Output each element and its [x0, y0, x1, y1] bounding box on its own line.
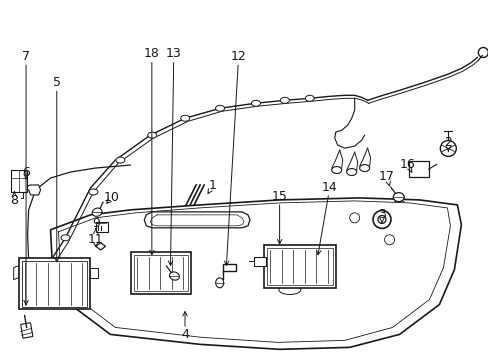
Text: 13: 13 — [165, 47, 182, 60]
Text: 5: 5 — [53, 76, 61, 89]
Circle shape — [439, 140, 455, 156]
Text: 18: 18 — [143, 47, 160, 60]
Ellipse shape — [251, 100, 260, 106]
Bar — [131, 252, 191, 293]
Ellipse shape — [169, 272, 179, 280]
Circle shape — [372, 211, 390, 228]
Ellipse shape — [92, 208, 102, 216]
Bar — [134, 255, 188, 291]
Text: 11: 11 — [88, 233, 103, 246]
Text: 10: 10 — [104, 192, 120, 204]
Ellipse shape — [116, 157, 124, 163]
Ellipse shape — [89, 189, 98, 195]
Ellipse shape — [61, 235, 70, 241]
Bar — [266, 248, 332, 285]
Polygon shape — [22, 185, 41, 195]
Ellipse shape — [147, 132, 157, 138]
Ellipse shape — [305, 95, 314, 101]
Text: 17: 17 — [378, 170, 394, 183]
Text: 7: 7 — [22, 50, 30, 63]
Polygon shape — [14, 266, 19, 280]
Bar — [408, 161, 428, 177]
Text: 4: 4 — [181, 328, 188, 341]
Polygon shape — [96, 243, 105, 250]
Text: 9: 9 — [92, 216, 100, 230]
Polygon shape — [144, 212, 249, 228]
Text: 8: 8 — [10, 194, 19, 207]
Text: 16: 16 — [399, 158, 415, 171]
Text: 1: 1 — [208, 179, 216, 192]
Bar — [21, 261, 87, 306]
Text: 3: 3 — [377, 208, 385, 221]
Bar — [11, 170, 26, 192]
Ellipse shape — [215, 105, 224, 111]
Text: 2: 2 — [444, 136, 451, 149]
Bar — [264, 244, 335, 288]
Text: 14: 14 — [321, 181, 337, 194]
Text: 15: 15 — [271, 190, 287, 203]
Ellipse shape — [180, 115, 189, 121]
Polygon shape — [90, 268, 98, 278]
Ellipse shape — [215, 278, 223, 288]
Text: 12: 12 — [230, 50, 246, 63]
Ellipse shape — [392, 193, 404, 202]
Text: 6: 6 — [22, 166, 30, 179]
Bar — [96, 222, 107, 232]
Bar — [19, 258, 90, 310]
Bar — [20, 323, 33, 338]
Ellipse shape — [280, 97, 289, 103]
Polygon shape — [50, 198, 461, 349]
Bar — [253, 257, 265, 266]
